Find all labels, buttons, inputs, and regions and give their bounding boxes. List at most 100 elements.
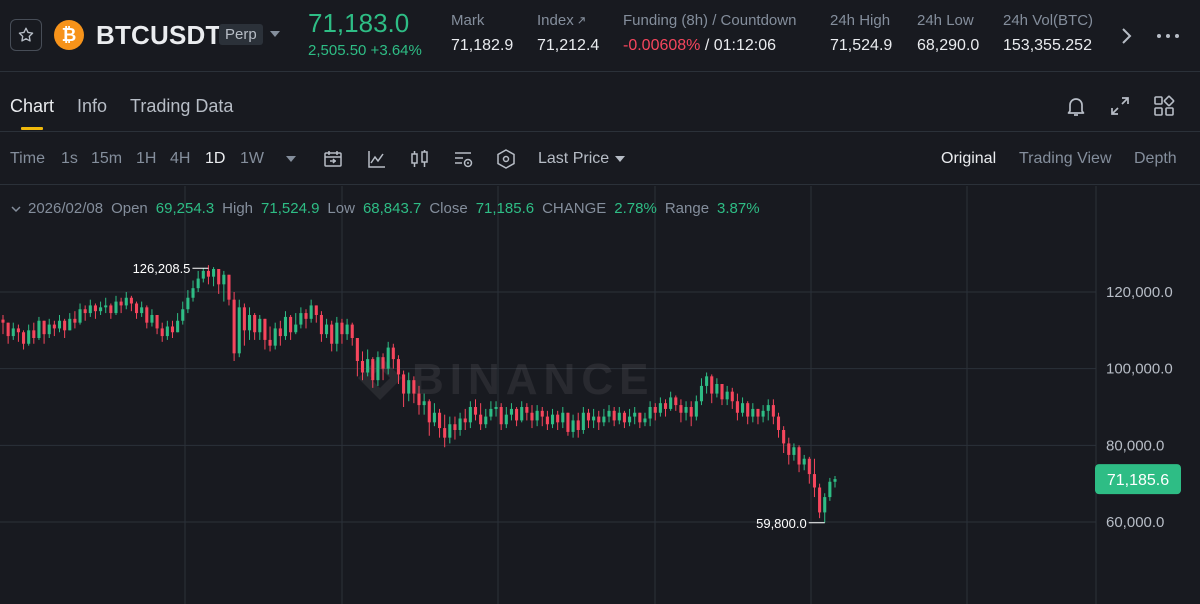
candle <box>217 269 221 294</box>
ohlc-low-label: Low <box>327 200 355 217</box>
candle <box>42 320 46 344</box>
ohlc-high: 71,524.9 <box>261 200 320 217</box>
candle-body <box>242 307 246 331</box>
tab-chart[interactable]: Chart <box>10 96 55 116</box>
chart-toolbar: Time 1s 15m 1H 4H 1D 1W Last Price Origi… <box>0 133 1200 185</box>
candle <box>628 408 632 427</box>
candle <box>350 322 354 346</box>
candle-body <box>299 313 303 325</box>
candle-body <box>309 305 313 319</box>
candle-body <box>812 474 816 488</box>
chevron-right-icon[interactable] <box>1116 26 1136 46</box>
chevron-down-icon[interactable] <box>10 200 22 218</box>
candle <box>520 401 524 423</box>
candle-body <box>699 385 704 402</box>
candle-body <box>833 479 837 482</box>
candle <box>689 401 693 427</box>
candle-body <box>114 301 118 314</box>
tab-info[interactable]: Info <box>77 96 108 116</box>
candle-body <box>268 339 272 346</box>
timeframe-time[interactable]: Time <box>10 150 45 167</box>
candle <box>581 407 585 434</box>
candle-body <box>515 408 519 421</box>
calendar-icon[interactable] <box>322 148 344 170</box>
stat-index[interactable]: Index 71,212.4 <box>537 12 599 55</box>
candle-body <box>771 405 775 417</box>
candle <box>561 407 565 429</box>
candle <box>124 292 128 310</box>
indicator-line-icon[interactable] <box>366 148 388 170</box>
candle <box>63 318 67 338</box>
timeframe-1h[interactable]: 1H <box>136 150 157 167</box>
candle <box>479 403 483 430</box>
candle-body <box>350 324 354 338</box>
candle-body <box>109 305 113 314</box>
candle <box>150 309 154 327</box>
candle-body <box>263 318 267 340</box>
candle-body <box>237 307 241 354</box>
chevron-down-icon[interactable] <box>615 156 625 162</box>
layout-grid-icon[interactable] <box>1152 94 1176 118</box>
candle <box>576 412 580 438</box>
tab-trading-data[interactable]: Trading Data <box>130 96 234 116</box>
price-chart[interactable]: BINANCE 120,000.0 100,000.0 80,000.0 60,000… <box>0 186 1200 604</box>
candle-body <box>776 416 781 430</box>
bell-icon[interactable] <box>1064 94 1088 118</box>
timeframe-1w[interactable]: 1W <box>240 150 264 167</box>
candle-body <box>396 359 400 375</box>
candle-body <box>705 376 709 386</box>
candle-body <box>766 405 770 411</box>
candle-body <box>479 414 483 425</box>
favorite-button[interactable] <box>10 19 42 51</box>
candle <box>278 320 282 346</box>
candle-body <box>509 408 513 415</box>
candle-body <box>484 416 488 425</box>
candle <box>140 301 144 317</box>
price-change: 2,505.50 +3.64% <box>308 42 422 59</box>
candle <box>289 315 293 340</box>
candle <box>422 393 426 415</box>
candle-body <box>684 407 688 413</box>
timeframe-4h[interactable]: 4H <box>170 150 191 167</box>
candle <box>170 320 175 338</box>
candle <box>73 311 77 329</box>
candle <box>730 387 734 409</box>
stat-mark: Mark 71,182.9 <box>451 12 513 55</box>
candle <box>314 305 318 323</box>
candle <box>47 318 51 338</box>
candle-body <box>448 424 452 438</box>
symbol-name[interactable]: BTCUSDT <box>96 20 222 50</box>
candle-body <box>463 418 467 423</box>
view-original[interactable]: Original <box>941 150 997 167</box>
candle-body <box>273 328 277 346</box>
watermark-text: BINANCE <box>412 355 654 404</box>
candle <box>782 426 786 453</box>
candle-body <box>735 401 739 413</box>
view-trading-view[interactable]: Trading View <box>1019 150 1112 167</box>
contract-type-badge: Perp <box>219 24 263 45</box>
timeframe-1s[interactable]: 1s <box>61 150 78 167</box>
chevron-down-icon[interactable] <box>270 31 280 37</box>
candle-body <box>561 412 565 423</box>
candle <box>586 408 591 429</box>
expand-icon[interactable] <box>1108 94 1132 118</box>
timeframe-more-icon[interactable] <box>286 156 296 162</box>
candle-body <box>663 403 668 409</box>
more-horizontal-icon[interactable] <box>1157 26 1179 46</box>
candlestick-type-icon[interactable] <box>409 148 431 170</box>
candle <box>612 407 616 427</box>
candle-body <box>52 324 56 329</box>
hexagon-settings-icon[interactable] <box>495 148 517 170</box>
candle-body <box>782 430 786 444</box>
price-source-select[interactable]: Last Price <box>538 150 610 167</box>
candle <box>468 401 472 429</box>
candle <box>504 407 508 429</box>
candle <box>818 483 822 519</box>
candle-body <box>422 401 426 406</box>
settings-display-icon[interactable] <box>452 148 474 170</box>
candlestick-chart[interactable]: BINANCE 120,000.0 100,000.0 80,000.0 60,000… <box>0 186 1200 604</box>
timeframe-1d[interactable]: 1D <box>205 150 226 167</box>
timeframe-15m[interactable]: 15m <box>91 150 123 167</box>
view-depth[interactable]: Depth <box>1134 150 1177 167</box>
candle <box>720 384 724 406</box>
